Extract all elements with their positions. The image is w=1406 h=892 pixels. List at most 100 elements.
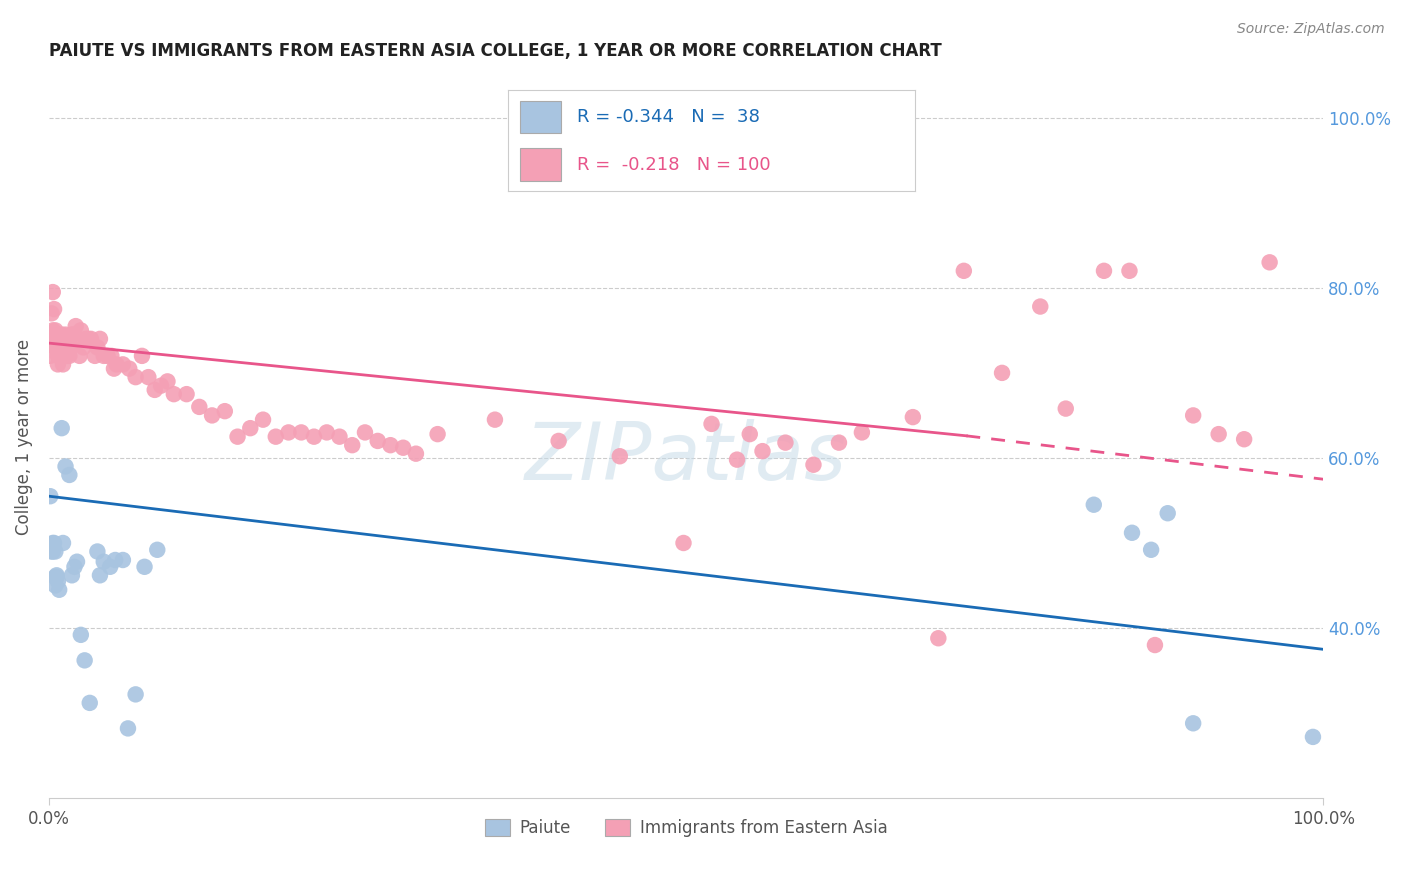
Point <box>48 344 70 359</box>
Point <box>86 544 108 558</box>
Point <box>63 559 86 574</box>
Point <box>51 327 73 342</box>
Text: ZIPatlas: ZIPatlas <box>524 419 848 498</box>
Point <box>79 696 101 710</box>
Point <box>56 349 79 363</box>
Point <box>1208 427 1230 442</box>
Point <box>1302 730 1324 744</box>
Point <box>201 409 224 423</box>
Point <box>131 349 153 363</box>
Point <box>65 319 87 334</box>
Point <box>277 425 299 440</box>
Point <box>48 336 70 351</box>
Point <box>42 332 65 346</box>
Point <box>44 544 66 558</box>
Point <box>42 323 65 337</box>
Point <box>69 323 91 337</box>
Point <box>851 425 873 440</box>
Point <box>60 568 83 582</box>
Point <box>69 349 91 363</box>
Point <box>146 542 169 557</box>
Point <box>1121 525 1143 540</box>
Point <box>73 653 96 667</box>
Legend: Paiute, Immigrants from Eastern Asia: Paiute, Immigrants from Eastern Asia <box>478 813 894 844</box>
Point <box>49 340 72 354</box>
Point <box>1182 409 1205 423</box>
Point <box>1140 542 1163 557</box>
Point <box>45 332 67 346</box>
Point <box>484 412 506 426</box>
Text: PAIUTE VS IMMIGRANTS FROM EASTERN ASIA COLLEGE, 1 YEAR OR MORE CORRELATION CHART: PAIUTE VS IMMIGRANTS FROM EASTERN ASIA C… <box>49 42 942 60</box>
Point <box>93 349 115 363</box>
Point <box>1029 300 1052 314</box>
Point <box>51 349 73 363</box>
Point <box>52 536 75 550</box>
Point <box>93 555 115 569</box>
Point <box>214 404 236 418</box>
Point <box>1092 264 1115 278</box>
Point <box>367 434 389 448</box>
Point <box>103 361 125 376</box>
Point <box>111 553 134 567</box>
Point <box>775 435 797 450</box>
Point <box>86 340 108 354</box>
Point <box>67 332 90 346</box>
Point <box>45 568 67 582</box>
Point <box>134 559 156 574</box>
Point <box>60 327 83 342</box>
Point <box>672 536 695 550</box>
Point <box>547 434 569 448</box>
Point <box>53 332 76 346</box>
Point <box>751 444 773 458</box>
Point <box>83 349 105 363</box>
Point <box>163 387 186 401</box>
Point <box>97 349 120 363</box>
Point <box>46 349 69 363</box>
Point <box>46 357 69 371</box>
Point <box>105 357 128 371</box>
Point <box>59 340 82 354</box>
Point <box>290 425 312 440</box>
Point <box>51 336 73 351</box>
Point <box>405 447 427 461</box>
Point <box>991 366 1014 380</box>
Point <box>39 349 62 363</box>
Text: Source: ZipAtlas.com: Source: ZipAtlas.com <box>1237 22 1385 37</box>
Point <box>1083 498 1105 512</box>
Point <box>226 430 249 444</box>
Point <box>354 425 377 440</box>
Point <box>55 459 77 474</box>
Point <box>42 544 65 558</box>
Point <box>41 544 63 558</box>
Point <box>953 264 976 278</box>
Point <box>328 430 350 444</box>
Point <box>426 427 449 442</box>
Point <box>725 452 748 467</box>
Point <box>342 438 364 452</box>
Point <box>39 489 62 503</box>
Y-axis label: College, 1 year or more: College, 1 year or more <box>15 339 32 534</box>
Point <box>1157 506 1180 520</box>
Point <box>44 323 66 337</box>
Point <box>700 417 723 431</box>
Point <box>609 449 631 463</box>
Point <box>392 441 415 455</box>
Point <box>89 332 111 346</box>
Point <box>69 628 91 642</box>
Point <box>44 340 66 354</box>
Point <box>156 375 179 389</box>
Point <box>118 361 141 376</box>
Point <box>49 349 72 363</box>
Point <box>380 438 402 452</box>
Point <box>41 306 63 320</box>
Point <box>104 553 127 567</box>
Point <box>44 327 66 342</box>
Point <box>264 430 287 444</box>
Point <box>52 357 75 371</box>
Point <box>1143 638 1166 652</box>
Point <box>55 327 77 342</box>
Point <box>75 332 97 346</box>
Point <box>1118 264 1140 278</box>
Point <box>927 632 949 646</box>
Point <box>42 536 65 550</box>
